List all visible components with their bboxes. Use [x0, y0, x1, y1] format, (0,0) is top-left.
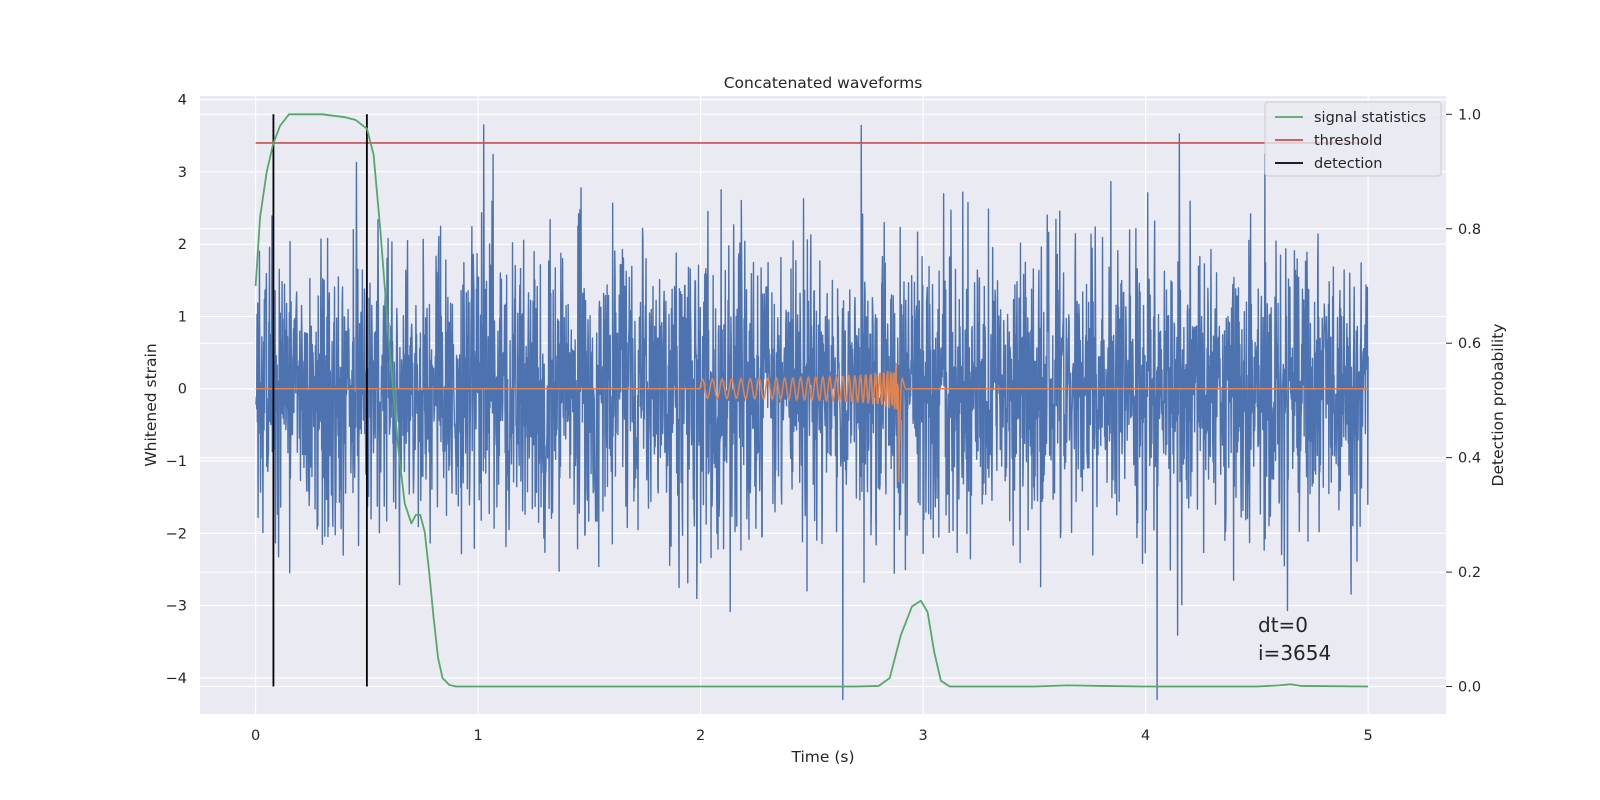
x-tick-label: 5 [1364, 728, 1373, 744]
y-tick-label: −4 [166, 671, 187, 687]
legend-label-threshold: threshold [1314, 133, 1382, 149]
y2-tick-label: 1.0 [1458, 107, 1481, 123]
y2-axis-label: Detection probability [1489, 324, 1507, 487]
y-tick-label: 1 [178, 309, 187, 325]
y-tick-label: 0 [178, 382, 187, 398]
x-tick-label: 0 [251, 728, 260, 744]
annotation-index: i=3654 [1258, 641, 1331, 665]
y-tick-label: 2 [178, 237, 187, 253]
chirp-waveform-line [255, 363, 1369, 482]
noise-strain-line [255, 124, 1369, 701]
series-detection [272, 114, 368, 687]
x-tick-label: 1 [474, 728, 483, 744]
chart-title: Concatenated waveforms [724, 74, 923, 92]
y2-tick-label: 0.4 [1458, 451, 1481, 467]
y-tick-label: 3 [178, 165, 187, 181]
y2-tick-label: 0.6 [1458, 336, 1481, 352]
legend-box [1264, 101, 1442, 177]
y2-tick-label: 0.8 [1458, 222, 1481, 238]
annotation-dt: dt=0 [1258, 613, 1308, 637]
y-tick-label: −1 [166, 454, 187, 470]
series-signal-statistics [254, 113, 1369, 688]
y2-tick-label: 0.2 [1458, 565, 1481, 581]
y-tick-label: −2 [166, 526, 187, 542]
series-noise-strain [255, 124, 1369, 701]
y-axis-label: Whitened strain [142, 343, 160, 466]
legend-label-signal-statistics: signal statistics [1314, 110, 1426, 126]
x-tick-label: 2 [696, 728, 705, 744]
x-tick-label: 4 [1141, 728, 1150, 744]
y2-axis-ticks: 0.0 0.2 0.4 0.6 0.8 1.0 [1446, 107, 1481, 696]
x-axis-ticks: 0 1 2 3 4 5 [251, 728, 1373, 744]
series-chirp-waveform [255, 363, 1369, 482]
y-tick-label: −3 [166, 599, 187, 615]
y-axis-ticks: 4 3 2 1 0 −1 −2 −3 −4 [166, 93, 187, 687]
signal-statistics-line [254, 113, 1369, 688]
x-axis-label: Time (s) [790, 748, 854, 766]
x-tick-label: 3 [919, 728, 928, 744]
legend: signal statistics threshold detection [1264, 101, 1442, 177]
y-tick-label: 4 [178, 93, 187, 109]
legend-label-detection: detection [1314, 156, 1382, 172]
y2-tick-label: 0.0 [1458, 680, 1481, 696]
